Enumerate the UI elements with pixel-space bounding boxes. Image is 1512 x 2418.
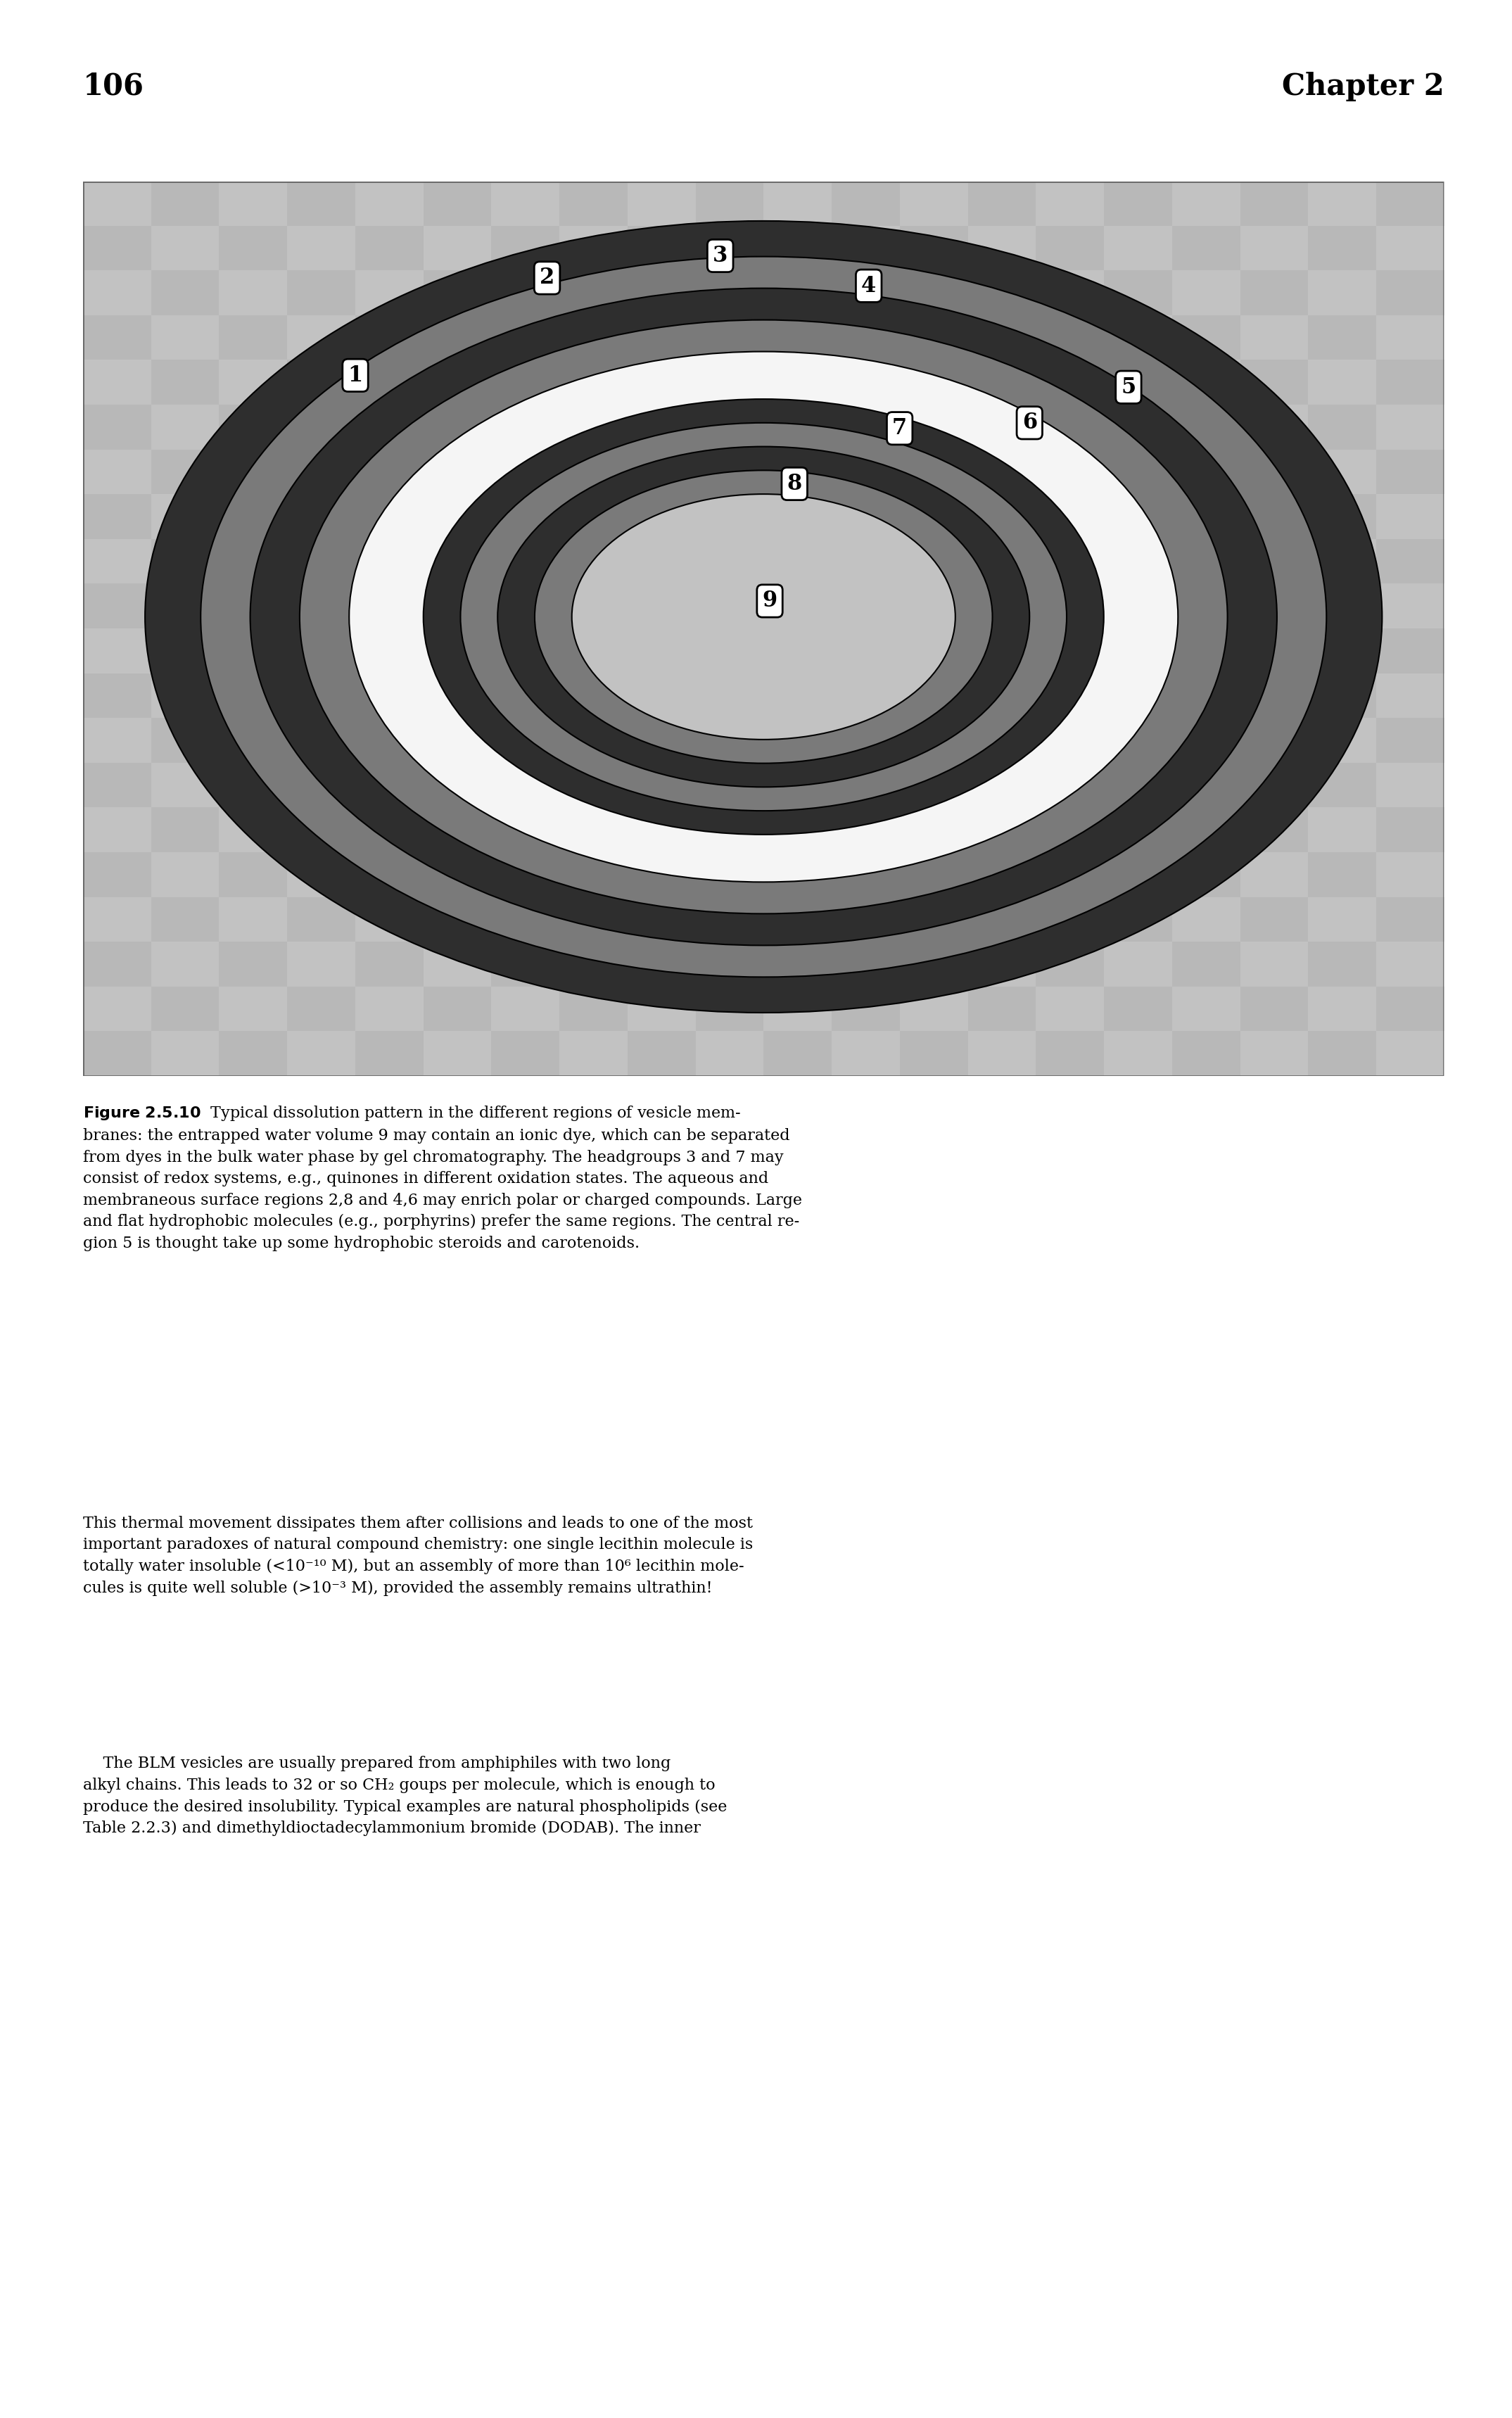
Text: Chapter 2: Chapter 2: [1282, 73, 1444, 102]
Text: 7: 7: [892, 418, 907, 440]
Text: 106: 106: [83, 73, 144, 102]
Circle shape: [535, 472, 992, 764]
Circle shape: [461, 423, 1066, 810]
Circle shape: [572, 493, 956, 740]
Circle shape: [201, 256, 1326, 977]
Circle shape: [497, 447, 1030, 786]
Circle shape: [145, 220, 1382, 1013]
Text: 3: 3: [712, 244, 727, 266]
Circle shape: [299, 319, 1228, 914]
Circle shape: [349, 351, 1178, 883]
Text: The BLM vesicles are usually prepared from amphiphiles with two long
alkyl chain: The BLM vesicles are usually prepared fr…: [83, 1755, 727, 1835]
Text: 6: 6: [1022, 411, 1037, 433]
Text: $\mathbf{Figure\ 2.5.10}$  Typical dissolution pattern in the different regions : $\mathbf{Figure\ 2.5.10}$ Typical dissol…: [83, 1103, 803, 1250]
Text: This thermal movement dissipates them after collisions and leads to one of the m: This thermal movement dissipates them af…: [83, 1516, 753, 1596]
Text: 9: 9: [762, 590, 777, 612]
Text: 5: 5: [1120, 377, 1136, 399]
Text: 2: 2: [540, 266, 555, 288]
Text: 1: 1: [348, 365, 363, 387]
Circle shape: [249, 288, 1278, 945]
Text: 8: 8: [788, 474, 801, 496]
Text: 4: 4: [862, 276, 875, 297]
Circle shape: [423, 399, 1104, 834]
